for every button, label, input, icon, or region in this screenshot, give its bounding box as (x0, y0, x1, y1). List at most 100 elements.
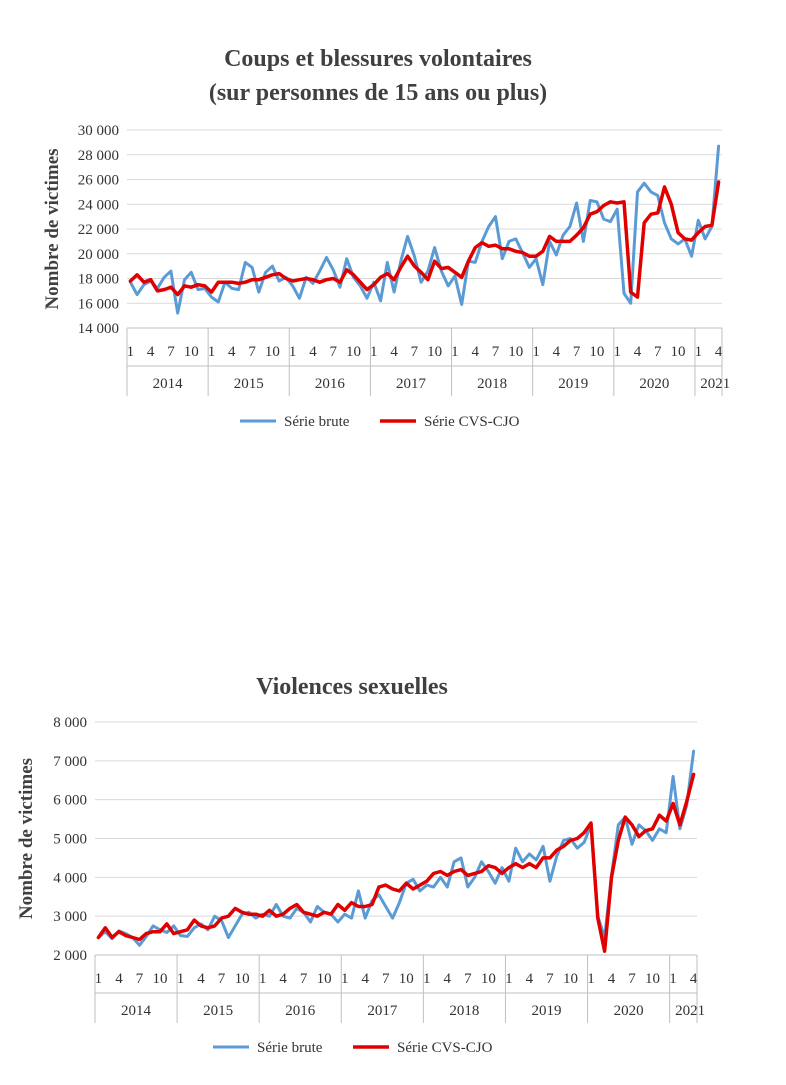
x-tick-label-month: 4 (390, 344, 398, 360)
chart-violences-sexuelles-svg: Violences sexuelles 2 000 3 000 4 000 5 000… (16, 674, 705, 1056)
legend-label-brute: Série brute (284, 414, 350, 430)
y-tick-label: 18 000 (78, 272, 119, 288)
x-tick-label-month: 10 (508, 344, 523, 360)
x-tick-label-month: 1 (532, 344, 540, 360)
x-tick-label-month: 7 (300, 971, 308, 987)
x-tick-label-month: 1 (259, 971, 267, 987)
y-tick-label: 2 000 (53, 948, 87, 964)
y-tick-label: 5 000 (53, 832, 87, 848)
x-tick-label-month: 10 (671, 344, 686, 360)
x-tick-label-month: 4 (690, 971, 698, 987)
x-tick-label-month: 4 (526, 971, 534, 987)
chart-title: Violences sexuelles (256, 674, 448, 700)
x-tick-label-month: 1 (370, 344, 378, 360)
x-tick-label-month: 1 (289, 344, 297, 360)
x-tick-label-month: 10 (152, 971, 167, 987)
x-tick-label-month: 7 (329, 344, 337, 360)
x-tick-label-year: 2015 (203, 1003, 233, 1019)
x-tick-label-month: 1 (95, 971, 103, 987)
y-tick-label: 28 000 (78, 148, 119, 164)
x-tick-label-year: 2016 (315, 376, 346, 392)
x-tick-label-month: 10 (481, 971, 496, 987)
x-tick-label-year: 2018 (477, 376, 507, 392)
legend-label-brute: Série brute (257, 1040, 323, 1056)
x-tick-label-month: 10 (317, 971, 332, 987)
x-tick-label-month: 4 (309, 344, 317, 360)
x-tick-label-month: 4 (444, 971, 452, 987)
x-tick-label-month: 7 (464, 971, 472, 987)
x-tick-label-year: 2020 (614, 1003, 644, 1019)
x-tick-label-year: 2017 (367, 1003, 398, 1019)
x-tick-label-month: 10 (399, 971, 414, 987)
x-tick-label-month: 7 (628, 971, 636, 987)
chart-subtitle: (sur personnes de 15 ans ou plus) (209, 80, 547, 106)
x-tick-label-month: 4 (608, 971, 616, 987)
x-tick-label-month: 10 (235, 971, 250, 987)
x-tick-label-month: 7 (492, 344, 500, 360)
x-tick-label-month: 7 (411, 344, 419, 360)
x-tick-label-year: 2020 (639, 376, 669, 392)
x-tick-label-month: 1 (451, 344, 459, 360)
x-tick-label-year: 2016 (285, 1003, 316, 1019)
series-line-cvs-cjo (96, 772, 696, 953)
x-tick-label-year: 2019 (532, 1003, 562, 1019)
x-tick-label-month: 4 (279, 971, 287, 987)
legend-label-cvs-cjo: Série CVS-CJO (397, 1040, 493, 1056)
x-tick-label-month: 4 (115, 971, 123, 987)
x-tick-label-month: 1 (208, 344, 216, 360)
x-tick-label-month: 10 (265, 344, 280, 360)
y-axis-title: Nombre de victimes (42, 148, 63, 309)
x-tick-label-year: 2014 (121, 1003, 152, 1019)
x-tick-label-month: 7 (382, 971, 390, 987)
x-tick-label-month: 10 (645, 971, 660, 987)
x-tick-label-month: 1 (423, 971, 431, 987)
y-tick-label: 22 000 (78, 222, 119, 238)
x-tick-label-year: 2017 (396, 376, 427, 392)
y-tick-label: 4 000 (53, 870, 87, 886)
x-tick-label-month: 7 (218, 971, 226, 987)
y-tick-label: 14 000 (78, 321, 119, 337)
x-tick-label-month: 4 (361, 971, 369, 987)
legend-label-cvs-cjo: Série CVS-CJO (424, 414, 520, 430)
x-tick-label-month: 4 (147, 344, 155, 360)
x-tick-label-month: 1 (177, 971, 185, 987)
y-tick-label: 24 000 (78, 197, 119, 213)
y-tick-label: 7 000 (53, 754, 87, 770)
chart-title: Coups et blessures volontaires (224, 46, 532, 72)
x-tick-label-month: 10 (563, 971, 578, 987)
x-tick-label-year: 2019 (558, 376, 588, 392)
x-tick-label-month: 10 (346, 344, 361, 360)
chart-violences-sexuelles: Violences sexuelles 2 000 3 000 4 000 5 000… (0, 650, 786, 1080)
y-tick-label: 3 000 (53, 909, 87, 925)
x-tick-label-month: 10 (184, 344, 199, 360)
x-tick-label-year: 2021 (700, 376, 730, 392)
x-tick-label-month: 1 (613, 344, 621, 360)
x-tick-label-month: 4 (553, 344, 561, 360)
x-tick-label-month: 1 (341, 971, 349, 987)
x-tick-label-month: 7 (573, 344, 581, 360)
x-tick-label-month: 7 (654, 344, 662, 360)
x-tick-label-month: 1 (587, 971, 595, 987)
x-tick-label-month: 1 (505, 971, 513, 987)
y-tick-label: 26 000 (78, 173, 119, 189)
chart-coups-blessures-svg: Coups et blessures volontaires (sur pers… (42, 46, 730, 430)
y-tick-label: 6 000 (53, 793, 87, 809)
x-tick-label-month: 4 (715, 344, 723, 360)
series-line-cvs-cjo (128, 180, 721, 299)
y-tick-label: 8 000 (53, 715, 87, 731)
x-tick-label-month: 7 (248, 344, 256, 360)
x-tick-label-year: 2015 (234, 376, 264, 392)
x-tick-label-month: 4 (228, 344, 236, 360)
x-tick-label-month: 4 (471, 344, 479, 360)
x-tick-label-month: 4 (634, 344, 642, 360)
x-tick-label-month: 4 (197, 971, 205, 987)
y-axis-title: Nombre de victimes (16, 758, 37, 919)
x-tick-label-month: 10 (589, 344, 604, 360)
y-tick-label: 16 000 (78, 296, 119, 312)
x-tick-label-month: 7 (546, 971, 554, 987)
x-tick-label-year: 2014 (153, 376, 184, 392)
x-tick-label-year: 2018 (449, 1003, 479, 1019)
x-tick-label-month: 1 (695, 344, 703, 360)
x-tick-label-month: 10 (427, 344, 442, 360)
x-tick-label-month: 1 (669, 971, 677, 987)
